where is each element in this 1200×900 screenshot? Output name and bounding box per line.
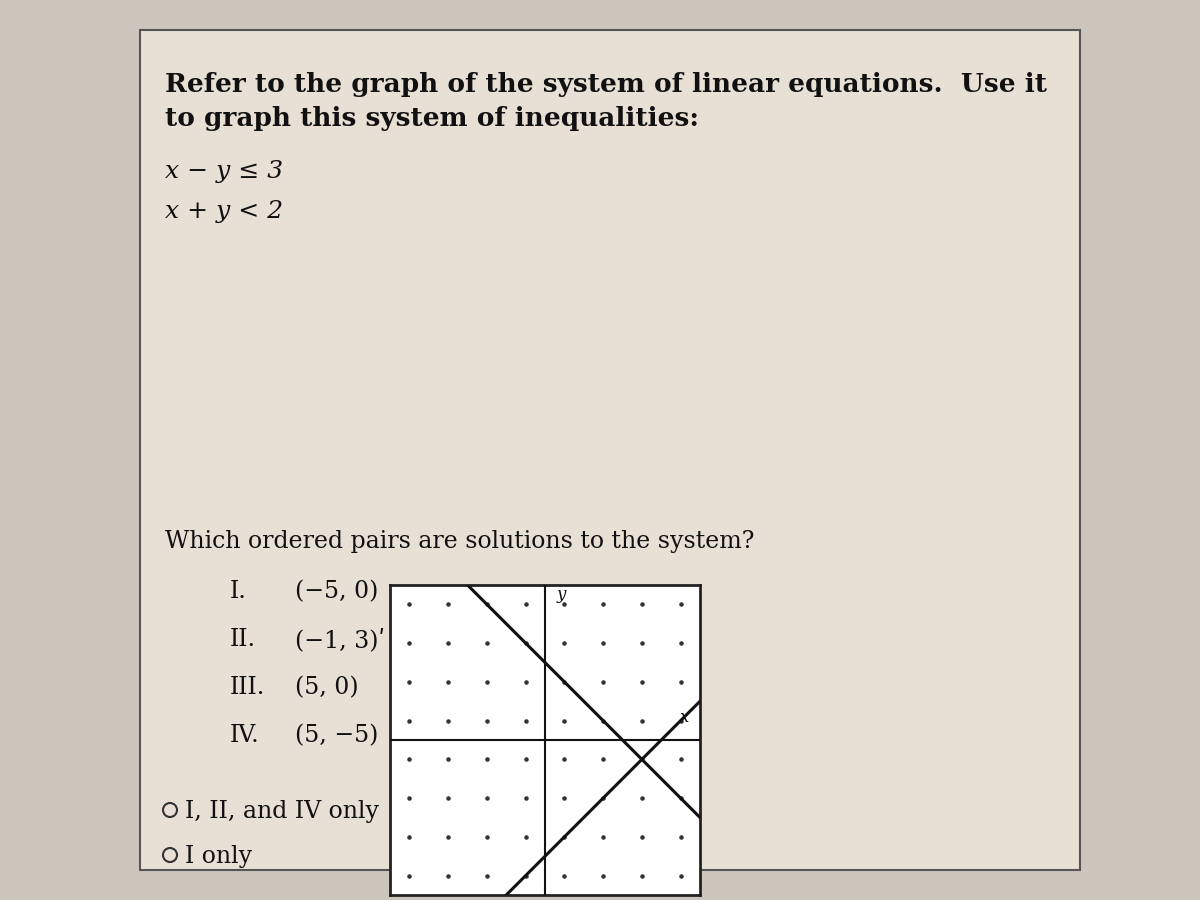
Text: I.: I. <box>230 580 247 603</box>
Text: x − y ≤ 3: x − y ≤ 3 <box>166 160 283 183</box>
Text: III.: III. <box>230 676 265 699</box>
Text: II.: II. <box>230 628 256 651</box>
Text: Which ordered pairs are solutions to the system?: Which ordered pairs are solutions to the… <box>166 530 755 553</box>
Text: (5, 0): (5, 0) <box>295 676 359 699</box>
Text: to graph this system of inequalities:: to graph this system of inequalities: <box>166 106 698 131</box>
Text: IV.: IV. <box>230 724 259 747</box>
Text: (5, −5): (5, −5) <box>295 724 378 747</box>
Text: x: x <box>680 709 689 726</box>
Text: x + y < 2: x + y < 2 <box>166 200 283 223</box>
Text: (−1, 3)ʹ: (−1, 3)ʹ <box>295 628 385 652</box>
Text: I only: I only <box>185 845 252 868</box>
Text: (−5, 0): (−5, 0) <box>295 580 378 603</box>
Text: y: y <box>557 586 566 603</box>
Text: I, II, and IV only: I, II, and IV only <box>185 800 379 823</box>
FancyBboxPatch shape <box>140 30 1080 870</box>
Text: Refer to the graph of the system of linear equations.  Use it: Refer to the graph of the system of line… <box>166 72 1046 97</box>
